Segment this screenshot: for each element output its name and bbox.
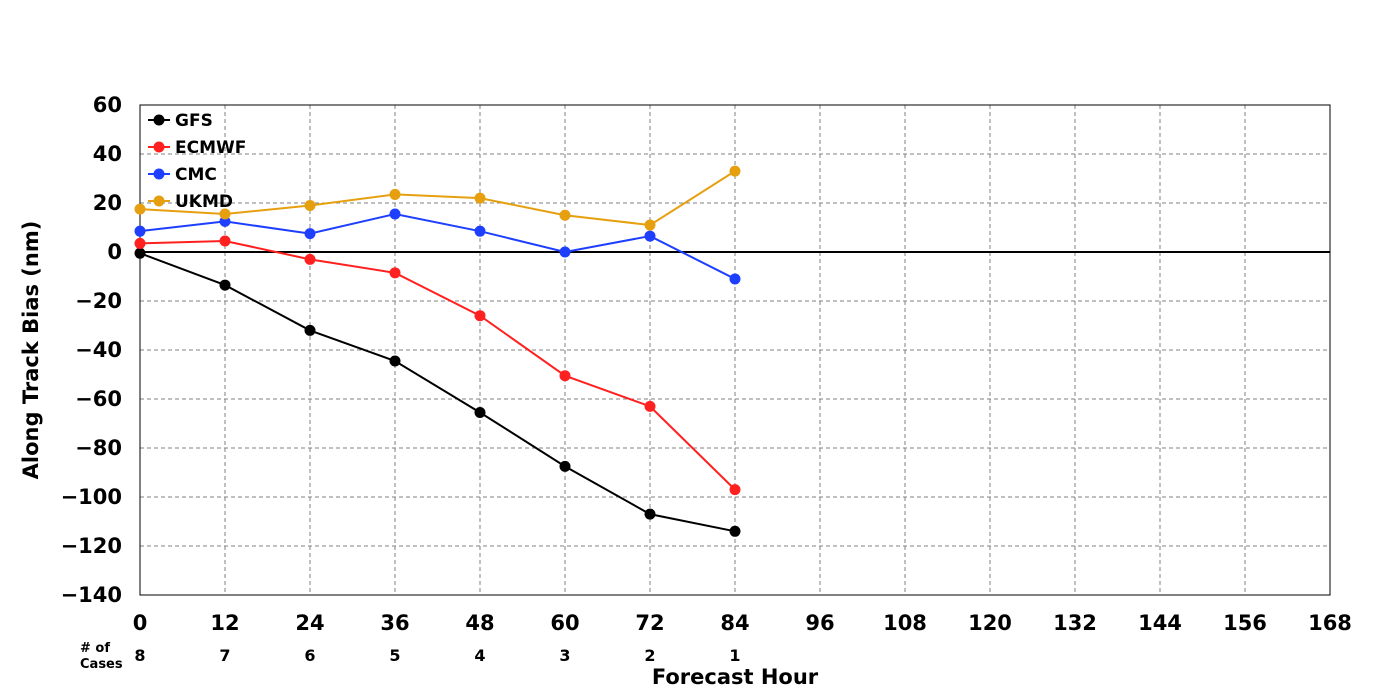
y-axis-label: Along Track Bias (nm) — [19, 221, 43, 480]
x-tick-label: 36 — [380, 611, 409, 635]
x-tick-labels: 0 12 24 36 48 60 72 84 96 108 120 132 144 156 168 — [133, 611, 1352, 635]
x-tick-label: 24 — [295, 611, 324, 635]
case-count: 7 — [219, 646, 230, 665]
series-line-cmc — [139, 213, 736, 280]
legend-label-cmc: CMC — [175, 165, 217, 185]
data-point-gfs — [644, 508, 656, 520]
data-point-gfs — [304, 324, 316, 336]
series-line-ukmd — [139, 170, 736, 227]
data-point-ukmd — [389, 188, 401, 200]
y-tick-label: −100 — [61, 485, 122, 509]
case-count: 6 — [304, 646, 315, 665]
legend-marker-ecmwf — [153, 141, 165, 153]
x-tick-label: 108 — [883, 611, 927, 635]
data-point-cmc — [644, 230, 656, 242]
case-count: 2 — [644, 646, 655, 665]
data-point-cmc — [729, 273, 741, 285]
data-point-ecmwf — [729, 484, 741, 496]
cases-label: # of — [80, 641, 110, 656]
x-tick-label: 168 — [1308, 611, 1352, 635]
legend: GFS ECMWF CMC UKMD — [148, 111, 246, 212]
grid — [140, 105, 1330, 595]
y-tick-label: 60 — [93, 93, 122, 117]
data-point-cmc — [474, 225, 486, 237]
case-count: 8 — [134, 646, 145, 665]
x-tick-label: 156 — [1223, 611, 1267, 635]
data-point-ecmwf — [219, 235, 231, 247]
x-tick-label: 0 — [133, 611, 148, 635]
y-tick-label: −120 — [61, 534, 122, 558]
cases-label-line2: Cases — [80, 657, 123, 672]
legend-marker-gfs — [153, 114, 165, 126]
data-point-ecmwf — [644, 400, 656, 412]
y-tick-label: −80 — [75, 436, 122, 460]
y-tick-label: 40 — [93, 142, 122, 166]
x-tick-label: 12 — [210, 611, 239, 635]
y-tick-labels: 60 40 20 0 −20 −40 −60 −80 −100 −120 −140 — [61, 93, 122, 607]
x-tick-label: 60 — [550, 611, 579, 635]
data-point-ukmd — [304, 199, 316, 211]
case-count: 3 — [559, 646, 570, 665]
data-point-ecmwf — [474, 310, 486, 322]
series-line-ecmwf — [139, 239, 736, 491]
case-count: 5 — [389, 646, 400, 665]
legend-label-ecmwf: ECMWF — [175, 138, 246, 158]
data-point-ukmd — [474, 192, 486, 204]
y-tick-label: −20 — [75, 289, 122, 313]
x-tick-label: 84 — [720, 611, 749, 635]
series-line-gfs — [139, 252, 736, 533]
data-point-gfs — [219, 279, 231, 291]
data-point-cmc — [134, 225, 146, 237]
data-point-cmc — [389, 208, 401, 220]
y-tick-label: −140 — [61, 583, 122, 607]
cases-row: # of Cases 8 7 6 5 4 3 2 1 — [80, 641, 741, 672]
data-point-ukmd — [219, 208, 231, 220]
legend-marker-ukmd — [153, 195, 165, 207]
x-tick-label: 96 — [805, 611, 834, 635]
data-point-ecmwf — [134, 237, 146, 249]
legend-marker-cmc — [153, 168, 165, 180]
series-layer — [134, 165, 741, 537]
data-point-ukmd — [644, 219, 656, 231]
x-axis-label: Forecast Hour — [652, 665, 819, 689]
y-tick-label: 0 — [107, 240, 122, 264]
x-tick-label: 120 — [968, 611, 1012, 635]
data-point-cmc — [304, 228, 316, 240]
data-point-cmc — [559, 246, 571, 258]
data-point-ukmd — [134, 203, 146, 215]
y-tick-label: −40 — [75, 338, 122, 362]
data-point-gfs — [729, 525, 741, 537]
data-point-ukmd — [559, 209, 571, 221]
data-point-gfs — [474, 406, 486, 418]
x-tick-label: 144 — [1138, 611, 1182, 635]
data-point-ecmwf — [389, 267, 401, 279]
data-point-gfs — [559, 460, 571, 472]
case-count: 4 — [474, 646, 485, 665]
legend-label-gfs: GFS — [175, 111, 213, 131]
plot-frame — [139, 104, 1331, 596]
x-tick-label: 72 — [635, 611, 664, 635]
x-tick-label: 48 — [465, 611, 494, 635]
data-point-ukmd — [729, 165, 741, 177]
data-point-ecmwf — [304, 253, 316, 265]
data-point-gfs — [134, 247, 146, 259]
data-point-ecmwf — [559, 370, 571, 382]
y-tick-label: −60 — [75, 387, 122, 411]
case-count: 1 — [729, 646, 740, 665]
y-tick-label: 20 — [93, 191, 122, 215]
x-tick-label: 132 — [1053, 611, 1097, 635]
data-point-gfs — [389, 355, 401, 367]
legend-label-ukmd: UKMD — [175, 192, 233, 212]
